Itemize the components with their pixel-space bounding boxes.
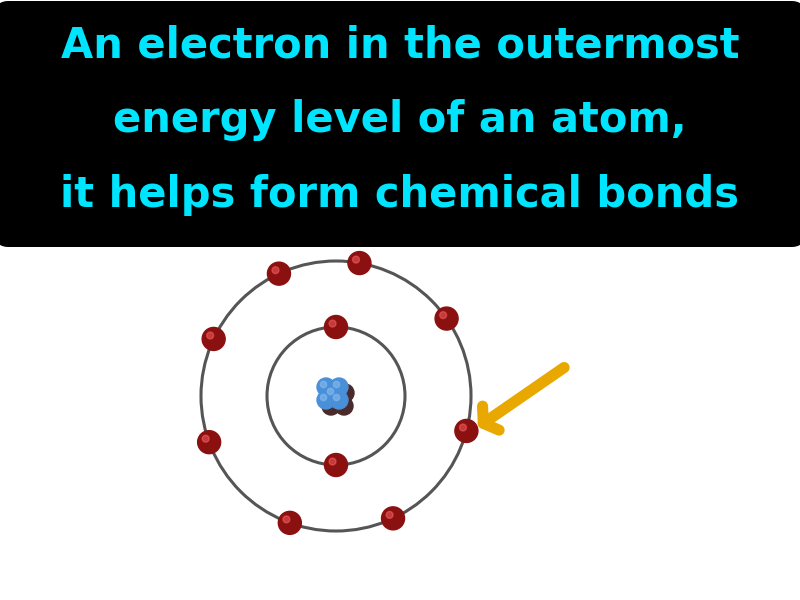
Circle shape <box>325 316 347 338</box>
Circle shape <box>336 384 354 402</box>
Circle shape <box>202 328 225 350</box>
Circle shape <box>320 394 326 401</box>
Circle shape <box>334 394 340 401</box>
Circle shape <box>283 516 290 523</box>
Circle shape <box>435 307 458 330</box>
Circle shape <box>348 251 371 275</box>
Circle shape <box>335 397 353 415</box>
Circle shape <box>326 400 332 407</box>
Circle shape <box>459 424 466 431</box>
Circle shape <box>320 382 326 388</box>
Circle shape <box>202 435 209 442</box>
Circle shape <box>455 419 478 442</box>
Circle shape <box>198 431 221 454</box>
Circle shape <box>339 388 346 394</box>
Circle shape <box>327 388 334 395</box>
Circle shape <box>206 332 214 339</box>
Circle shape <box>322 397 340 415</box>
Circle shape <box>325 454 347 476</box>
Circle shape <box>330 391 348 409</box>
Text: An electron in the outermost: An electron in the outermost <box>61 24 739 66</box>
Circle shape <box>322 384 340 402</box>
Circle shape <box>317 391 335 409</box>
Circle shape <box>317 378 335 396</box>
Circle shape <box>329 458 336 465</box>
Circle shape <box>278 511 302 535</box>
FancyBboxPatch shape <box>0 1 800 247</box>
Circle shape <box>272 267 279 274</box>
Circle shape <box>353 256 359 263</box>
Text: it helps form chemical bonds: it helps form chemical bonds <box>61 174 739 216</box>
Circle shape <box>338 400 345 407</box>
Circle shape <box>382 507 405 530</box>
Circle shape <box>267 262 290 285</box>
Circle shape <box>334 382 340 388</box>
Circle shape <box>326 388 332 394</box>
Circle shape <box>329 320 336 327</box>
Circle shape <box>330 378 348 396</box>
Circle shape <box>324 385 342 403</box>
Circle shape <box>440 311 446 319</box>
Text: energy level of an atom,: energy level of an atom, <box>113 99 687 141</box>
Circle shape <box>386 511 393 518</box>
